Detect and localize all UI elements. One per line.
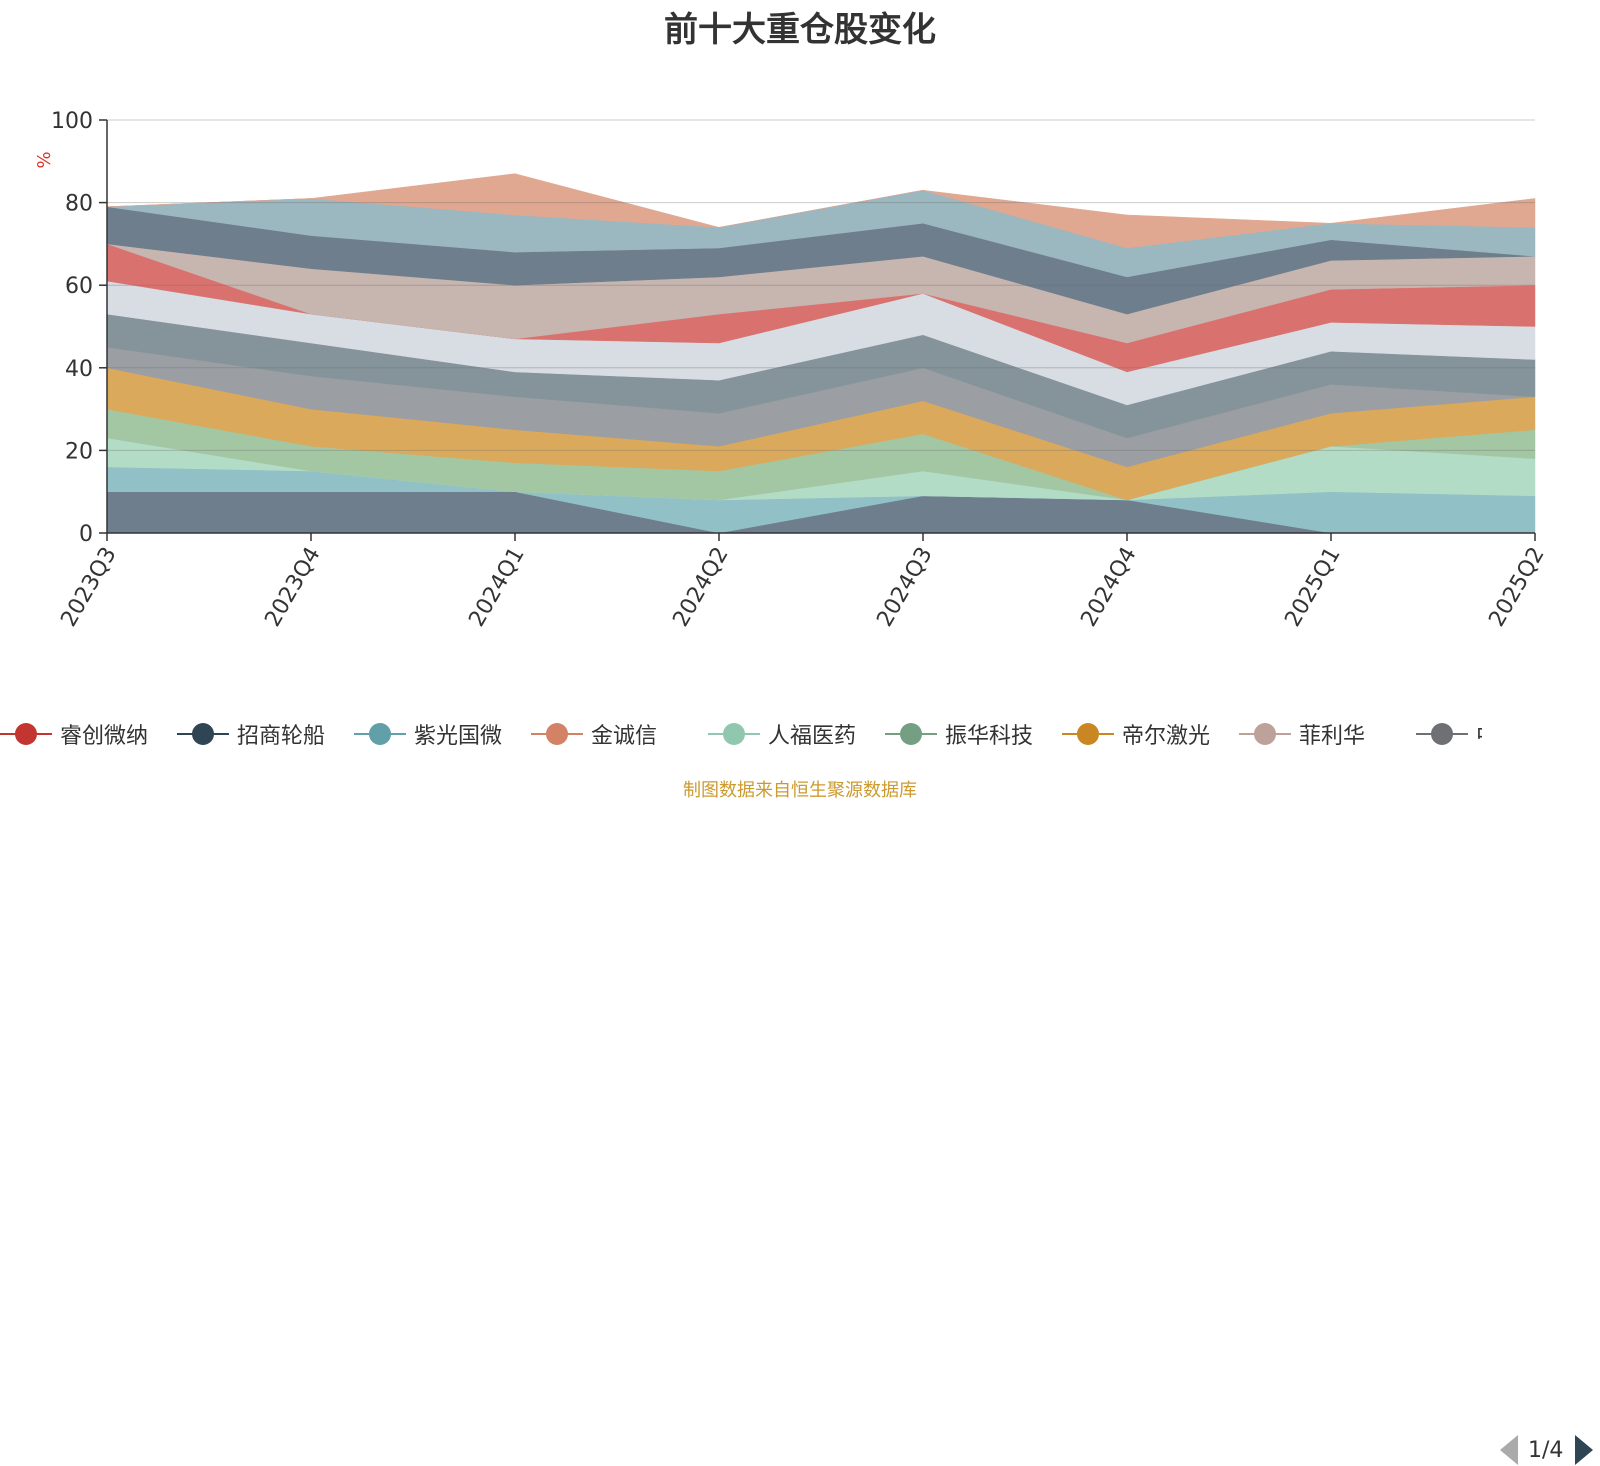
legend-label: 中船: [1476, 718, 1482, 750]
legend-item[interactable]: 人福医药: [708, 716, 856, 752]
x-tick-label: 2025Q2: [1484, 543, 1549, 631]
y-tick-label: 0: [79, 522, 93, 547]
y-tick-label: 60: [65, 274, 93, 299]
legend-item[interactable]: 睿创微纳: [0, 716, 148, 752]
legend-marker-icon: [885, 716, 937, 752]
legend-next-arrow-icon[interactable]: [1575, 1435, 1594, 1465]
y-tick-label: 40: [65, 357, 93, 382]
legend-marker-icon: [708, 716, 760, 752]
legend-label: 振华科技: [945, 724, 1034, 749]
chart-title: 前十大重仓股变化: [664, 10, 936, 50]
x-tick-label: 2023Q4: [260, 543, 325, 631]
legend-pager: 1/4: [1500, 1434, 1594, 1466]
legend-label: 帝尔激光: [1122, 724, 1211, 749]
x-tick-label: 2024Q1: [464, 543, 529, 631]
y-tick-label: 20: [65, 439, 93, 464]
legend-item[interactable]: 金诚信: [531, 716, 657, 752]
legend-marker-icon: [1239, 716, 1291, 752]
area-bands: [106, 173, 1536, 534]
grid-lines: [107, 119, 1535, 451]
legend-label: 菲利华: [1299, 724, 1366, 749]
x-tick-label: 2025Q1: [1280, 543, 1345, 631]
legend-label: 金诚信: [591, 724, 658, 749]
x-tick-label: 2024Q3: [872, 543, 937, 631]
area-band-12: [106, 173, 1536, 249]
legend-marker-icon: [177, 716, 229, 752]
y-tick-label: 80: [65, 192, 93, 217]
source-note: 制图数据来自恒生聚源数据库: [683, 780, 917, 801]
x-tick-label: 2024Q2: [668, 543, 733, 631]
legend-label: 睿创微纳: [60, 724, 149, 749]
y-tick-label: 100: [51, 109, 93, 134]
legend-label: 紫光国微: [414, 724, 503, 749]
x-tick-label: 2024Q4: [1076, 543, 1141, 631]
legend: 睿创微纳 招商轮船 紫光国微 金诚信 人福医药 振华科技 帝尔激光 菲利华 中船 1/4: [0, 716, 1600, 1465]
legend-marker-icon: [354, 716, 406, 752]
legend-marker-icon: [1416, 716, 1468, 752]
legend-marker-icon: [531, 716, 583, 752]
legend-marker-icon: [1062, 716, 1114, 752]
legend-label: 招商轮船: [237, 724, 326, 749]
legend-item[interactable]: 振华科技: [885, 716, 1033, 752]
legend-item[interactable]: 招商轮船: [177, 716, 325, 752]
legend-label: 人福医药: [768, 724, 857, 749]
stacked-area-chart: 0 20 40 60 80 100 2023Q3 2023Q4 2024Q1 2024Q2 2024…: [34, 109, 1550, 631]
legend-item[interactable]: 菲利华: [1239, 716, 1365, 752]
legend-prev-arrow-icon[interactable]: [1500, 1435, 1518, 1465]
legend-marker-icon: [0, 716, 52, 752]
legend-item[interactable]: 紫光国微: [354, 716, 502, 752]
legend-page-indicator: 1/4: [1528, 1437, 1564, 1463]
legend-item[interactable]: 帝尔激光: [1062, 716, 1210, 752]
y-unit-label: %: [34, 151, 55, 168]
legend-items: 睿创微纳 招商轮船 紫光国微 金诚信 人福医药 振华科技 帝尔激光 菲利华 中船: [0, 716, 1482, 752]
legend-item[interactable]: 中船: [1416, 716, 1482, 752]
x-tick-label: 2023Q3: [56, 543, 121, 631]
